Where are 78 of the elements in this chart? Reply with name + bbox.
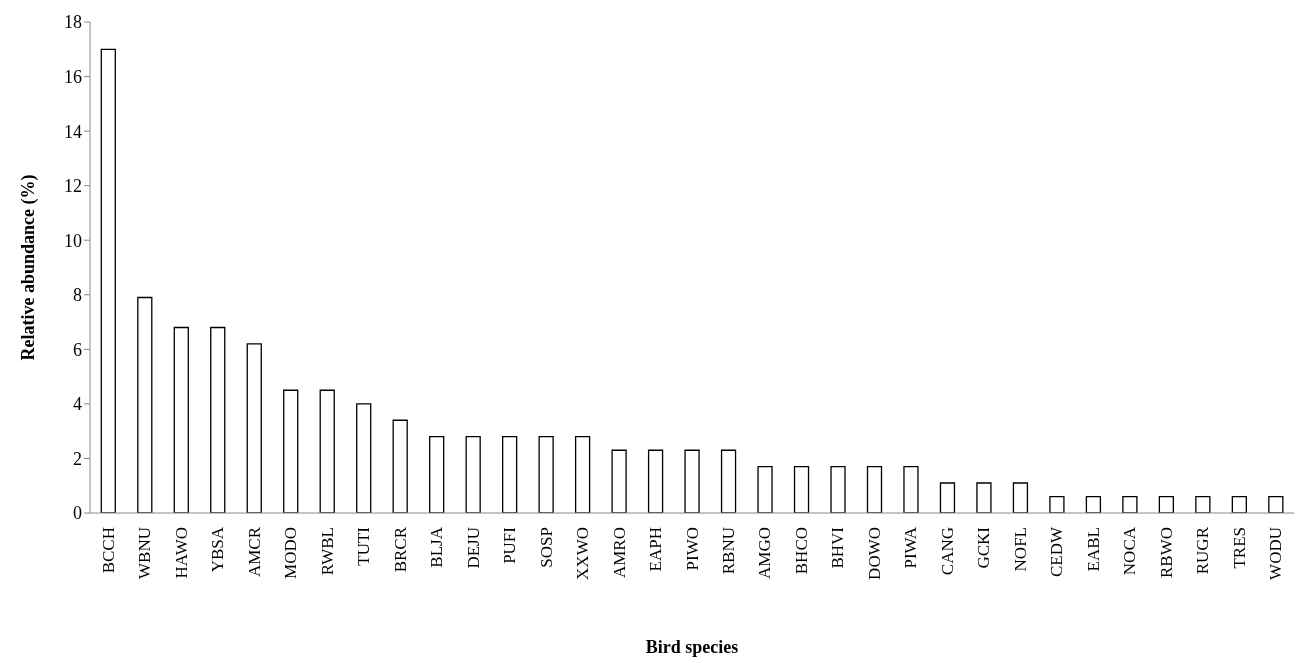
bar [720, 449, 737, 513]
bar [611, 449, 627, 513]
x-tick-label: SOSP [536, 527, 556, 568]
bar [356, 403, 372, 513]
x-tick-label: DOWO [864, 527, 884, 580]
bar [319, 389, 335, 513]
x-tick-label: CEDW [1047, 526, 1067, 578]
bar [429, 435, 445, 513]
bar [392, 419, 408, 513]
bar [574, 435, 591, 513]
x-tick-label: BHCO [791, 527, 811, 575]
x-tick-label: WODU [1266, 527, 1286, 580]
x-tick-label: BLJA [427, 526, 447, 568]
y-axis-title: Relative abundance (%) [18, 174, 40, 361]
bar [647, 449, 664, 513]
x-tick-label: HAWO [171, 527, 191, 579]
bar [283, 389, 299, 513]
x-tick-label: AMCR [244, 526, 264, 578]
y-tick-label: 14 [64, 121, 82, 142]
bar [100, 48, 116, 513]
bar [1012, 482, 1029, 513]
y-tick-label: 10 [64, 230, 82, 251]
bar [866, 465, 883, 513]
bar [465, 435, 481, 513]
bar [757, 465, 773, 513]
bar [939, 482, 956, 513]
bar [976, 482, 992, 513]
bar [210, 326, 226, 513]
bar [903, 465, 919, 513]
x-tick-label: EAPH [646, 527, 666, 572]
bar [501, 435, 518, 513]
x-tick-label: PIWA [901, 526, 921, 569]
bar [1085, 495, 1102, 513]
bar [1268, 495, 1284, 513]
x-tick-label: TRES [1229, 527, 1249, 569]
x-tick-label: AMGO [755, 527, 775, 579]
bar [1195, 495, 1211, 513]
bar [684, 449, 700, 513]
y-tick-label: 4 [73, 394, 82, 415]
x-tick-label: PUFI [500, 526, 520, 564]
y-tick-label: 6 [73, 339, 82, 360]
y-tick-label: 18 [64, 12, 82, 33]
x-tick-label: NOCA [1120, 526, 1140, 576]
y-tick-label: 2 [73, 448, 82, 469]
x-tick-label: XXWO [573, 527, 593, 580]
x-tick-label: BRCR [390, 526, 410, 573]
x-tick-label: TUTI [354, 526, 374, 566]
x-tick-label: NOFL [1010, 527, 1030, 572]
bar [246, 343, 262, 513]
y-tick-label: 0 [73, 503, 82, 524]
x-tick-label: AMRO [609, 527, 629, 579]
x-tick-label: YBSA [208, 526, 228, 573]
bar [137, 296, 153, 513]
x-tick-label: BCCH [98, 527, 118, 574]
y-tick-label: 8 [73, 285, 82, 306]
bar [1158, 495, 1175, 513]
x-tick-label: GCKI [974, 526, 994, 569]
x-tick-label: BHVI [828, 526, 848, 569]
bar [830, 465, 846, 513]
x-tick-label: RBWO [1156, 527, 1176, 578]
bar [1049, 495, 1065, 513]
bar [173, 326, 189, 513]
x-tick-label: RBNU [718, 527, 738, 575]
x-tick-label: MODO [281, 527, 301, 579]
bar [1231, 495, 1247, 513]
bar [1122, 495, 1138, 513]
bar [793, 465, 810, 513]
x-tick-label: DEJU [463, 527, 483, 569]
x-tick-label: PIWO [682, 527, 702, 571]
x-tick-label: RWBL [317, 527, 337, 576]
x-tick-label: RUGR [1193, 526, 1213, 575]
y-tick-label: 16 [64, 66, 82, 87]
x-axis-title: Bird species [645, 637, 739, 657]
bar [538, 435, 554, 513]
x-tick-label: CANG [937, 527, 957, 576]
x-tick-label: EABL [1083, 527, 1103, 572]
x-tick-label: WBNU [135, 527, 155, 579]
y-tick-label: 12 [64, 176, 82, 197]
